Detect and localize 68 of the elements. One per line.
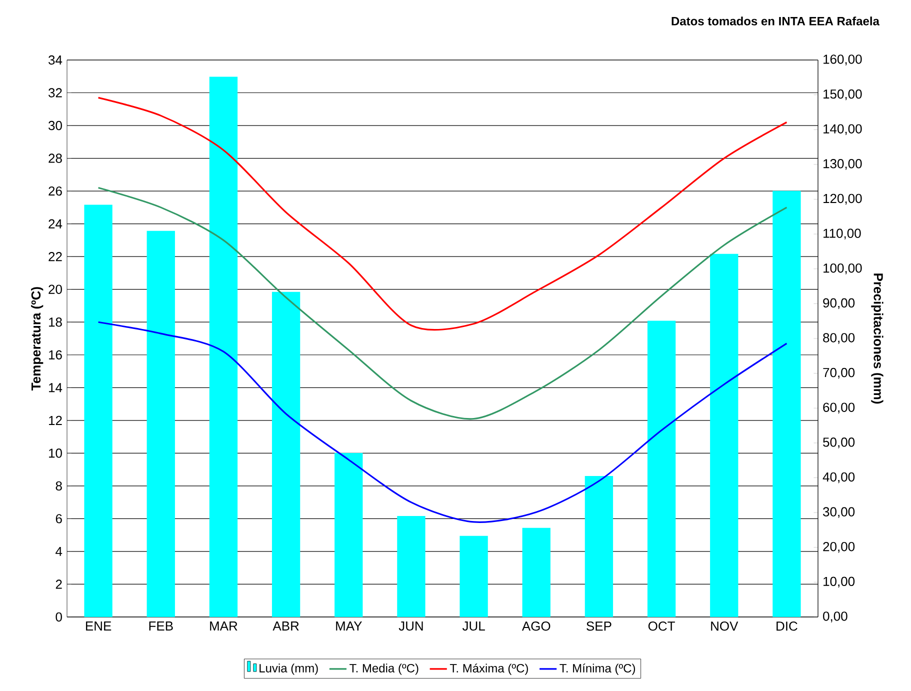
y2-tick-label: 10,00 — [824, 576, 855, 588]
line-series — [98, 321, 788, 523]
y2-tick-label: 60,00 — [823, 402, 855, 414]
y-tick-label: 26 — [48, 186, 62, 196]
y-tick-label: 4 — [56, 546, 62, 556]
bar — [84, 204, 112, 617]
x-tick-label: SEP — [586, 622, 612, 631]
y-tick-label: 14 — [49, 383, 62, 392]
y-tick-label: 8 — [56, 481, 62, 491]
x-tick-label: DIC — [776, 622, 798, 631]
bar — [334, 453, 363, 617]
x-tick-label: ENE — [86, 622, 112, 630]
bar — [397, 516, 426, 617]
y-tick-label: 22 — [48, 252, 62, 262]
legend-label: T. Media (ºC) — [350, 664, 418, 675]
y-tick-label: 12 — [49, 416, 62, 425]
y-tick-label: 32 — [48, 88, 62, 98]
y-tick-label: 18 — [49, 318, 62, 327]
y-tick-label: 10 — [49, 448, 62, 458]
x-tick-label: OCT — [648, 622, 675, 631]
y-tick-label: 16 — [49, 350, 62, 360]
y-tick-label: 24 — [48, 219, 62, 228]
y2-tick-label: 30,00 — [823, 507, 855, 518]
y2-tick-label: 100,00 — [824, 263, 862, 274]
x-tick-label: ABR — [272, 622, 299, 630]
y2-axis-title: Precipitaciones (mm) — [871, 274, 884, 404]
x-tick-label: AGO — [522, 622, 550, 631]
text: Datos tomados en INTA EEA Rafaela — [672, 16, 880, 26]
y2-tick-label: 120,00 — [824, 194, 862, 205]
bar — [522, 528, 550, 617]
y-tick-label: 0 — [56, 612, 62, 622]
y2-tick-label: 70,00 — [823, 368, 855, 379]
x-tick-label: MAY — [336, 622, 362, 630]
y-tick-label: 2 — [56, 580, 62, 589]
y2-tick-label: 0,00 — [823, 612, 848, 622]
bar — [647, 320, 676, 617]
bar — [460, 536, 488, 617]
y2-tick-label: 90,00 — [823, 298, 855, 310]
y2-tick-label: 50,00 — [823, 438, 855, 448]
legend-label: Luvia (mm) — [260, 664, 318, 675]
x-tick-label: NOV — [711, 622, 738, 631]
x-tick-label: JUL — [462, 622, 485, 631]
y2-tick-label: 20,00 — [823, 542, 855, 553]
x-tick-label: JUN — [398, 622, 423, 631]
line-series — [98, 186, 788, 420]
y-tick-label: 30 — [48, 120, 62, 130]
bar — [710, 254, 738, 617]
y2-tick-label: 140,00 — [824, 124, 862, 135]
y-tick-label: 6 — [56, 514, 62, 524]
bar — [584, 476, 614, 617]
y2-tick-label: 40,00 — [822, 472, 855, 484]
bar — [272, 292, 300, 617]
y2-tick-label: 160,00 — [824, 54, 862, 66]
bar — [209, 76, 238, 617]
y-tick-label: 28 — [48, 154, 62, 163]
bar — [146, 230, 175, 617]
x-tick-label: FEB — [149, 622, 173, 630]
y-tick-label: 34 — [48, 55, 62, 65]
legend-label: T. Mínima (ºC) — [560, 664, 636, 675]
x-tick-label: MAR — [210, 622, 238, 630]
bar — [772, 190, 801, 617]
y2-tick-label: 130,00 — [824, 159, 862, 170]
y2-tick-label: 80,00 — [823, 333, 855, 344]
legend-label: T. Máxima (ºC) — [450, 664, 528, 675]
y-tick-label: 20 — [48, 284, 62, 294]
y2-tick-label: 150,00 — [824, 89, 862, 100]
y-axis-title: Temperatura (ºC) — [31, 287, 44, 390]
y2-tick-label: 110,00 — [824, 228, 861, 240]
